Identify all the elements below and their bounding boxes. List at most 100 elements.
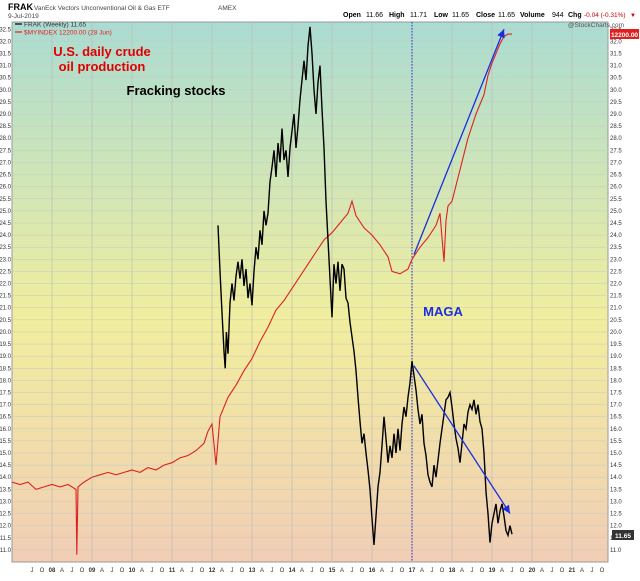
annotation-maga: MAGA (423, 304, 463, 319)
y-tick-label-left: 20.0 (0, 330, 12, 336)
low-label: Low (434, 12, 449, 19)
y-tick-label-left: 31.0 (0, 64, 12, 70)
x-tick-label: A (540, 568, 544, 574)
header-full-name: VanEck Vectors Unconventional Oil & Gas … (34, 5, 170, 12)
badge-frak-label: 11.65 (615, 533, 631, 540)
y-tick-label-right: 13.0 (610, 499, 622, 505)
x-tick-label: J (71, 568, 74, 574)
header-symbol: FRAK (8, 2, 33, 12)
y-tick-label-left: 24.5 (0, 221, 12, 227)
y-tick-label-left: 31.5 (0, 51, 12, 57)
y-tick-label-right: 17.0 (610, 403, 622, 409)
y-tick-label-right: 26.5 (610, 173, 622, 179)
legend: FRAK (Weekly) 11.65 $MYINDEX 12200.00 (2… (15, 22, 112, 37)
open-value: 11.66 (366, 12, 383, 19)
y-tick-label-right: 15.0 (610, 451, 622, 457)
y-tick-label-left: 21.5 (0, 294, 12, 300)
x-tick-label: 10 (129, 568, 136, 574)
y-tick-label-right: 22.0 (610, 282, 622, 288)
x-tick-label: J (431, 568, 434, 574)
y-tick-label-left: 19.0 (0, 354, 12, 360)
x-tick-label: A (220, 568, 224, 574)
y-tick-label-right: 22.5 (610, 269, 622, 275)
y-tick-label-left: 23.0 (0, 257, 12, 263)
y-tick-label-right: 12.5 (610, 512, 622, 518)
y-tick-label-left: 32.0 (0, 39, 12, 45)
x-tick-label: O (320, 568, 325, 574)
x-tick-label: A (580, 568, 584, 574)
y-tick-label-right: 25.5 (610, 197, 622, 203)
y-tick-label-left: 17.5 (0, 390, 12, 396)
series-line-frak (217, 26, 513, 546)
y-tick-label-right: 27.0 (610, 160, 622, 166)
x-tick-label: 15 (329, 568, 336, 574)
x-tick-label: A (100, 568, 104, 574)
x-tick-label: 19 (489, 568, 496, 574)
series-line-production (11, 33, 512, 555)
x-tick-label: J (111, 568, 114, 574)
x-axis: J O 08 A J O 09 A J O 10 A J O 11 A J O 12 A J O 13 A J O 14 A J O 15 A… (31, 568, 605, 574)
y-tick-label-right: 31.5 (610, 51, 622, 57)
y-tick-label-right: 27.5 (610, 148, 622, 154)
y-tick-label-left: 32.5 (0, 27, 12, 33)
x-tick-label: J (551, 568, 554, 574)
y-tick-label-left: 27.0 (0, 160, 12, 166)
y-tick-label-right: 14.5 (610, 463, 622, 469)
x-tick-label: J (351, 568, 354, 574)
high-label: High (389, 12, 405, 19)
x-tick-label: O (400, 568, 405, 574)
y-tick-label-right: 20.5 (610, 318, 622, 324)
y-tick-label-right: 13.5 (610, 487, 622, 493)
y-tick-label-right: 17.5 (610, 390, 622, 396)
x-tick-label: 17 (409, 568, 416, 574)
x-tick-label: A (180, 568, 184, 574)
x-tick-label: O (40, 568, 45, 574)
badge-frak: 11.65 (612, 530, 634, 540)
y-tick-label-left: 19.5 (0, 342, 12, 348)
x-tick-label: A (500, 568, 504, 574)
y-tick-label-right: 15.5 (610, 439, 622, 445)
x-tick-label: 14 (289, 568, 296, 574)
y-tick-label-left: 13.0 (0, 499, 12, 505)
close-label: Close (476, 12, 495, 19)
close-value: 11.65 (498, 12, 515, 19)
y-tick-label-left: 14.5 (0, 463, 12, 469)
arrow-head (502, 504, 510, 514)
x-tick-label: J (191, 568, 194, 574)
y-axis-left: 11.0 11.5 12.0 12.5 13.0 13.5 14.0 14.5 15.0 15.5… (0, 27, 12, 554)
y-tick-label-right: 23.0 (610, 257, 622, 263)
x-tick-label: O (440, 568, 445, 574)
y-tick-label-right: 28.5 (610, 124, 622, 130)
y-tick-label-left: 25.0 (0, 209, 12, 215)
y-tick-label-left: 15.5 (0, 439, 12, 445)
y-tick-label-left: 14.0 (0, 475, 12, 481)
x-tick-label: O (480, 568, 485, 574)
gridlines (12, 22, 608, 562)
y-tick-label-left: 28.5 (0, 124, 12, 130)
y-tick-label-right: 14.0 (610, 475, 622, 481)
annotation-production-line2: oil production (59, 59, 146, 74)
y-tick-label-left: 12.5 (0, 512, 12, 518)
x-tick-label: 13 (249, 568, 256, 574)
x-tick-label: 21 (569, 568, 576, 574)
x-tick-label: 08 (49, 568, 56, 574)
y-tick-label-left: 11.5 (0, 536, 12, 542)
y-tick-label-right: 25.0 (610, 209, 622, 215)
x-tick-label: 12 (209, 568, 216, 574)
y-tick-label-left: 15.0 (0, 451, 12, 457)
chg-value: -0.04 (-0.31%) (584, 12, 626, 19)
y-tick-label-right: 23.5 (610, 245, 622, 251)
y-tick-label-right: 20.0 (610, 330, 622, 336)
chart-header: FRAK VanEck Vectors Unconventional Oil &… (8, 2, 636, 20)
volume-label: Volume (520, 12, 545, 19)
y-tick-label-right: 32.0 (610, 39, 622, 45)
y-axis-right: 11.011.512.012.513.013.514.014.515.015.5… (610, 27, 622, 554)
x-tick-label: 16 (369, 568, 376, 574)
y-tick-label-left: 30.5 (0, 76, 12, 82)
y-tick-label-right: 24.0 (610, 233, 622, 239)
volume-value: 944 (552, 12, 564, 19)
x-tick-label: O (160, 568, 165, 574)
y-tick-label-left: 16.0 (0, 427, 12, 433)
